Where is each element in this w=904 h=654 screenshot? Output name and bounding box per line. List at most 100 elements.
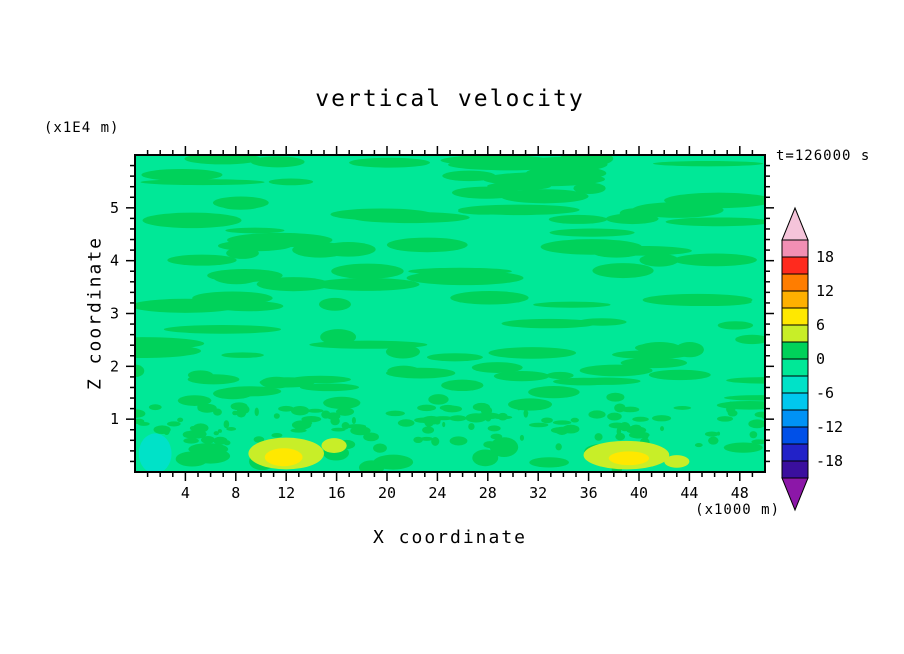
contour-blob (458, 204, 580, 216)
contour-blob (250, 156, 305, 168)
contour-blob (373, 443, 387, 453)
x-tick-label: 44 (680, 484, 698, 502)
contour-blob (440, 155, 551, 166)
contour-blob (523, 410, 529, 416)
contour-blob (336, 407, 355, 416)
contour-blob (141, 168, 223, 181)
y-tick-label: 4 (110, 252, 119, 270)
contour-blob (358, 460, 385, 472)
contour-blob (142, 212, 242, 229)
feature-updraft-minor-left (321, 438, 347, 453)
contour-blob (727, 409, 738, 417)
contour-blob (213, 431, 219, 436)
contour-blob (642, 293, 753, 306)
time-annotation: t=126000 s (776, 148, 871, 164)
contour-blob (560, 155, 614, 167)
contour-blob (751, 439, 765, 445)
contour-blob (225, 227, 285, 234)
contour-blob (621, 406, 640, 413)
contour-blob (632, 416, 649, 422)
contour-blob (533, 301, 611, 308)
contour-blob (555, 443, 562, 451)
contour-field (135, 155, 765, 472)
colorbar-cell (781, 256, 809, 275)
x-tick-label: 28 (479, 484, 497, 502)
colorbar-cell (781, 358, 809, 377)
colorbar-cell (781, 307, 809, 326)
contour-blob (528, 422, 549, 428)
contour-blob (529, 457, 569, 468)
colorbar-cell (781, 341, 809, 360)
contour-blob (717, 416, 734, 422)
contour-blob (479, 412, 500, 420)
contour-blob (289, 375, 351, 384)
colorbar-cell (781, 324, 809, 343)
contour-blob (749, 431, 758, 439)
contour-blob (219, 386, 282, 397)
contour-blob (163, 325, 282, 334)
contour-blob (314, 278, 420, 291)
contour-blob (562, 424, 580, 434)
colorbar-label: 18 (816, 248, 834, 266)
contour-blob (200, 435, 215, 444)
contour-blob (140, 179, 265, 186)
contour-blob (724, 395, 765, 401)
contour-blob (236, 408, 247, 418)
contour-blob (468, 423, 475, 430)
x-tick-label: 40 (630, 484, 648, 502)
feature-downdraft-patch-left (138, 433, 172, 472)
contour-blob (519, 434, 525, 441)
contour-blob (135, 298, 240, 313)
plot-title: vertical velocity (315, 86, 585, 112)
contour-blob (271, 432, 283, 438)
feature-updraft-minor-right (664, 455, 690, 468)
colorbar-label: -6 (816, 384, 834, 402)
contour-blob (717, 321, 754, 330)
contour-blob (472, 449, 499, 467)
contour-blob (226, 427, 237, 431)
contour-blob (450, 291, 529, 305)
contour-blob (487, 181, 552, 191)
contour-blob (135, 364, 145, 378)
contour-blob (488, 347, 577, 359)
contour-blob (500, 189, 589, 204)
x-tick-label: 48 (731, 484, 749, 502)
colorbar-label: -18 (816, 452, 843, 470)
feature-updraft-core-right (608, 451, 650, 466)
contour-blob (642, 433, 649, 440)
contour-blob (213, 436, 228, 445)
contour-blob (660, 426, 665, 432)
contour-blob (309, 340, 428, 349)
contour-blob (385, 410, 405, 417)
contour-blob (207, 269, 283, 283)
contour-blob (386, 367, 456, 379)
contour-blob (137, 421, 150, 426)
contour-blob (598, 412, 606, 417)
contour-blob (748, 419, 765, 429)
contour-blob (442, 170, 496, 182)
colorbar-label: 6 (816, 316, 825, 334)
contour-blob (471, 362, 523, 373)
contour-blob (607, 412, 622, 421)
contour-blob (592, 263, 654, 279)
contour-blob (213, 408, 222, 416)
contour-blob (508, 398, 553, 411)
contour-blob (570, 377, 641, 385)
contour-blob (177, 417, 184, 423)
colorbar-cell (781, 460, 809, 479)
contour-blob (573, 182, 606, 194)
contour-blob (728, 401, 733, 411)
contour-blob (268, 178, 314, 186)
contour-blob (226, 247, 259, 259)
contour-blob (493, 370, 550, 382)
contour-blob (422, 426, 435, 434)
contour-blob (385, 345, 420, 359)
contour-blob (323, 396, 361, 410)
contour-blob (223, 420, 230, 429)
x-tick-label: 24 (428, 484, 446, 502)
contour-blob (417, 404, 437, 412)
contour-blob (428, 394, 449, 405)
contour-blob (577, 318, 627, 326)
colorbar-cell (781, 443, 809, 462)
y-tick-label: 5 (110, 199, 119, 217)
